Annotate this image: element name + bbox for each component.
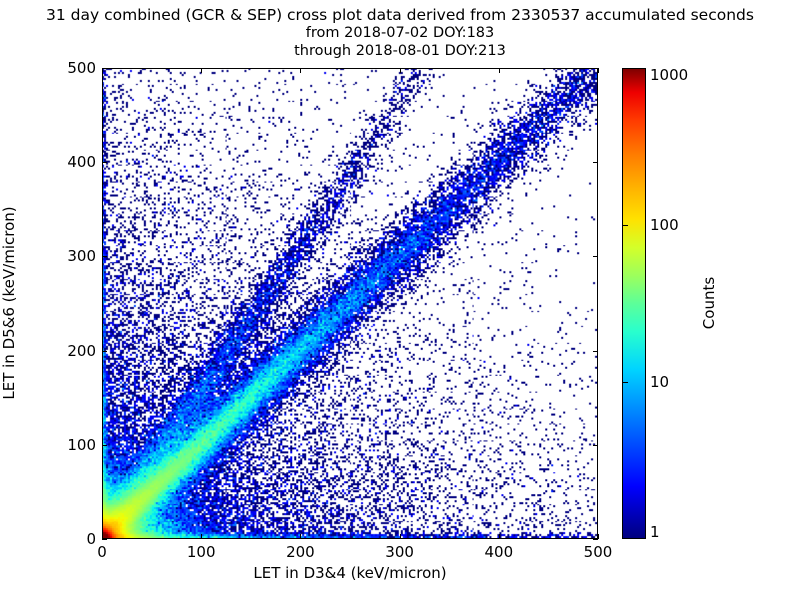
y-tick-label: 300 bbox=[67, 247, 96, 266]
plot-title: 31 day combined (GCR & SEP) cross plot d… bbox=[0, 6, 800, 60]
plot-axes bbox=[102, 68, 598, 539]
x-tick-bottom bbox=[102, 534, 103, 539]
y-tick-label: 200 bbox=[67, 341, 96, 360]
y-tick-right bbox=[593, 350, 598, 352]
x-tick-bottom bbox=[201, 534, 203, 539]
density-heatmap bbox=[103, 69, 597, 538]
x-tick-top bbox=[201, 68, 203, 73]
x-tick-label: 400 bbox=[484, 543, 514, 561]
colorbar-tick-label: 1 bbox=[650, 523, 660, 541]
x-tick-top bbox=[598, 68, 599, 73]
x-tick-top bbox=[102, 68, 103, 73]
x-tick-top bbox=[300, 68, 302, 73]
x-tick-label: 300 bbox=[385, 543, 414, 561]
y-tick-label: 500 bbox=[67, 59, 96, 77]
y-tick-right bbox=[593, 68, 598, 69]
x-tick-bottom bbox=[598, 534, 599, 539]
y-tick-right bbox=[593, 256, 598, 258]
y-tick-right bbox=[593, 539, 598, 540]
x-tick-bottom bbox=[300, 534, 302, 539]
colorbar bbox=[622, 68, 646, 539]
x-tick-bottom bbox=[498, 534, 500, 539]
x-tick-label: 100 bbox=[186, 543, 216, 561]
y-tick-left bbox=[102, 162, 107, 164]
colorbar-label: Counts bbox=[700, 276, 718, 330]
y-tick-left bbox=[102, 539, 107, 540]
y-tick-right bbox=[593, 162, 598, 164]
title-line-1: 31 day combined (GCR & SEP) cross plot d… bbox=[46, 6, 754, 24]
x-tick-top bbox=[498, 68, 500, 73]
y-tick-label: 0 bbox=[86, 530, 96, 548]
x-tick-label: 0 bbox=[97, 543, 107, 561]
y-tick-left bbox=[102, 444, 107, 446]
y-tick-left bbox=[102, 350, 107, 352]
x-tick-label: 200 bbox=[286, 543, 315, 561]
y-tick-left bbox=[102, 256, 107, 258]
title-line-2: from 2018-07-02 DOY:183 bbox=[305, 25, 495, 41]
x-axis-label: LET in D3&4 (keV/micron) bbox=[253, 564, 447, 582]
colorbar-tick-label: 10 bbox=[650, 373, 670, 391]
y-tick-right bbox=[593, 444, 598, 446]
x-tick-bottom bbox=[399, 534, 401, 539]
y-axis-label: LET in D5&6 (keV/micron) bbox=[0, 206, 18, 400]
x-tick-top bbox=[399, 68, 401, 73]
y-tick-label: 100 bbox=[67, 435, 96, 454]
title-line-3: through 2018-08-01 DOY:213 bbox=[294, 43, 506, 59]
colorbar-tick-label: 1000 bbox=[650, 66, 689, 84]
colorbar-tick-label: 100 bbox=[650, 216, 679, 234]
colorbar-tick bbox=[622, 225, 628, 226]
colorbar-tick bbox=[622, 382, 628, 383]
y-tick-left bbox=[102, 68, 107, 69]
x-tick-label: 500 bbox=[583, 543, 613, 561]
y-tick-label: 400 bbox=[67, 153, 96, 172]
